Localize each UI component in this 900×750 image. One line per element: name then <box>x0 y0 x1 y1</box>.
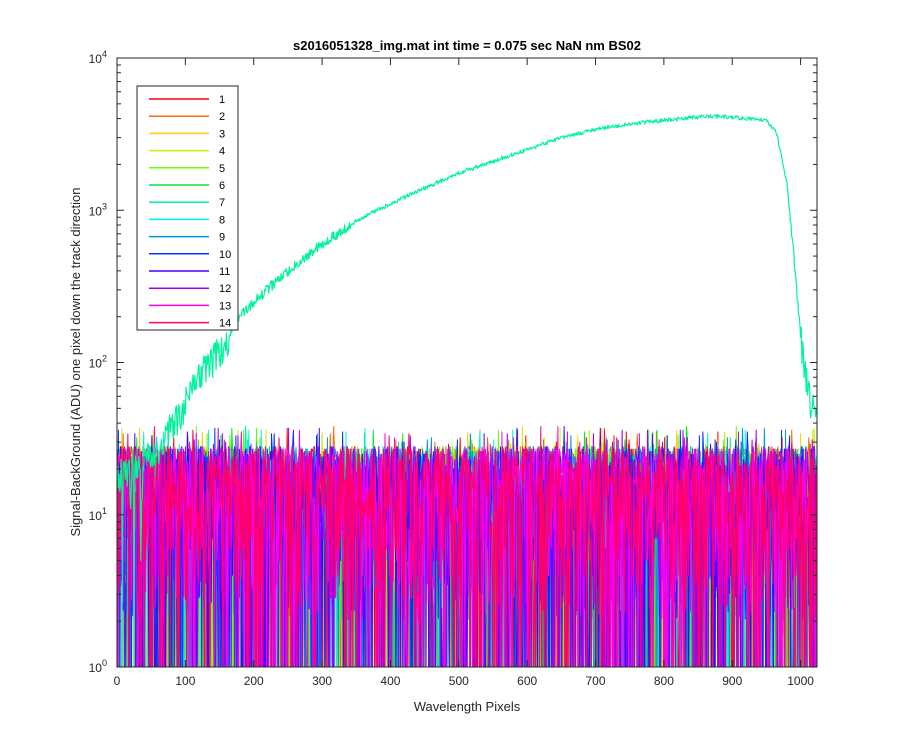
legend-label-4: 4 <box>219 146 225 158</box>
x-tick-label: 100 <box>175 674 195 688</box>
series-layer <box>117 113 817 667</box>
y-tick-base: 10 <box>89 204 103 218</box>
series-line-14 <box>117 426 817 667</box>
y-tick-base: 10 <box>89 509 103 523</box>
legend-label-9: 9 <box>219 232 225 244</box>
y-tick-exp: 4 <box>102 49 107 59</box>
legend-label-5: 5 <box>219 163 225 175</box>
x-tick-label: 300 <box>312 674 332 688</box>
y-tick-label: 103 <box>89 201 107 218</box>
legend-label-2: 2 <box>219 111 225 123</box>
y-tick-exp: 2 <box>102 354 107 364</box>
y-tick-exp: 1 <box>102 506 107 516</box>
legend-label-7: 7 <box>219 197 225 209</box>
legend-label-3: 3 <box>219 128 225 140</box>
x-tick-label: 700 <box>586 674 606 688</box>
y-tick-label: 102 <box>89 354 107 371</box>
chart-title: s2016051328_img.mat int time = 0.075 sec… <box>293 38 641 53</box>
legend-label-13: 13 <box>219 300 231 312</box>
y-tick-base: 10 <box>89 357 103 371</box>
x-tick-label: 800 <box>654 674 674 688</box>
x-tick-label: 500 <box>449 674 469 688</box>
x-tick-label: 1000 <box>787 674 814 688</box>
x-tick-label: 600 <box>517 674 537 688</box>
legend-label-8: 8 <box>219 214 225 226</box>
y-tick-label: 104 <box>89 49 107 66</box>
legend-label-10: 10 <box>219 249 231 261</box>
y-axis-label: Signal-BackGround (ADU) one pixel down t… <box>68 187 83 536</box>
y-tick-exp: 3 <box>102 201 107 211</box>
legend-label-12: 12 <box>219 283 231 295</box>
legend-box <box>136 85 239 331</box>
x-axis: 0 100 200 300 400 500 600 700 800 900 1000 <box>114 58 814 688</box>
y-tick-base: 10 <box>89 661 103 675</box>
y-tick-label: 100 <box>89 658 107 675</box>
x-tick-label: 200 <box>244 674 264 688</box>
legend-label-6: 6 <box>219 180 225 192</box>
x-tick-label: 400 <box>380 674 400 688</box>
legend-label-14: 14 <box>219 318 231 330</box>
y-tick-base: 10 <box>89 52 103 66</box>
legend-label-11: 11 <box>219 266 230 278</box>
x-axis-label: Wavelength Pixels <box>414 699 521 714</box>
x-tick-label: 900 <box>722 674 742 688</box>
legend-label-1: 1 <box>219 94 225 106</box>
y-tick-label: 101 <box>89 506 107 523</box>
x-tick-label: 0 <box>114 674 121 688</box>
y-tick-exp: 0 <box>102 658 107 668</box>
